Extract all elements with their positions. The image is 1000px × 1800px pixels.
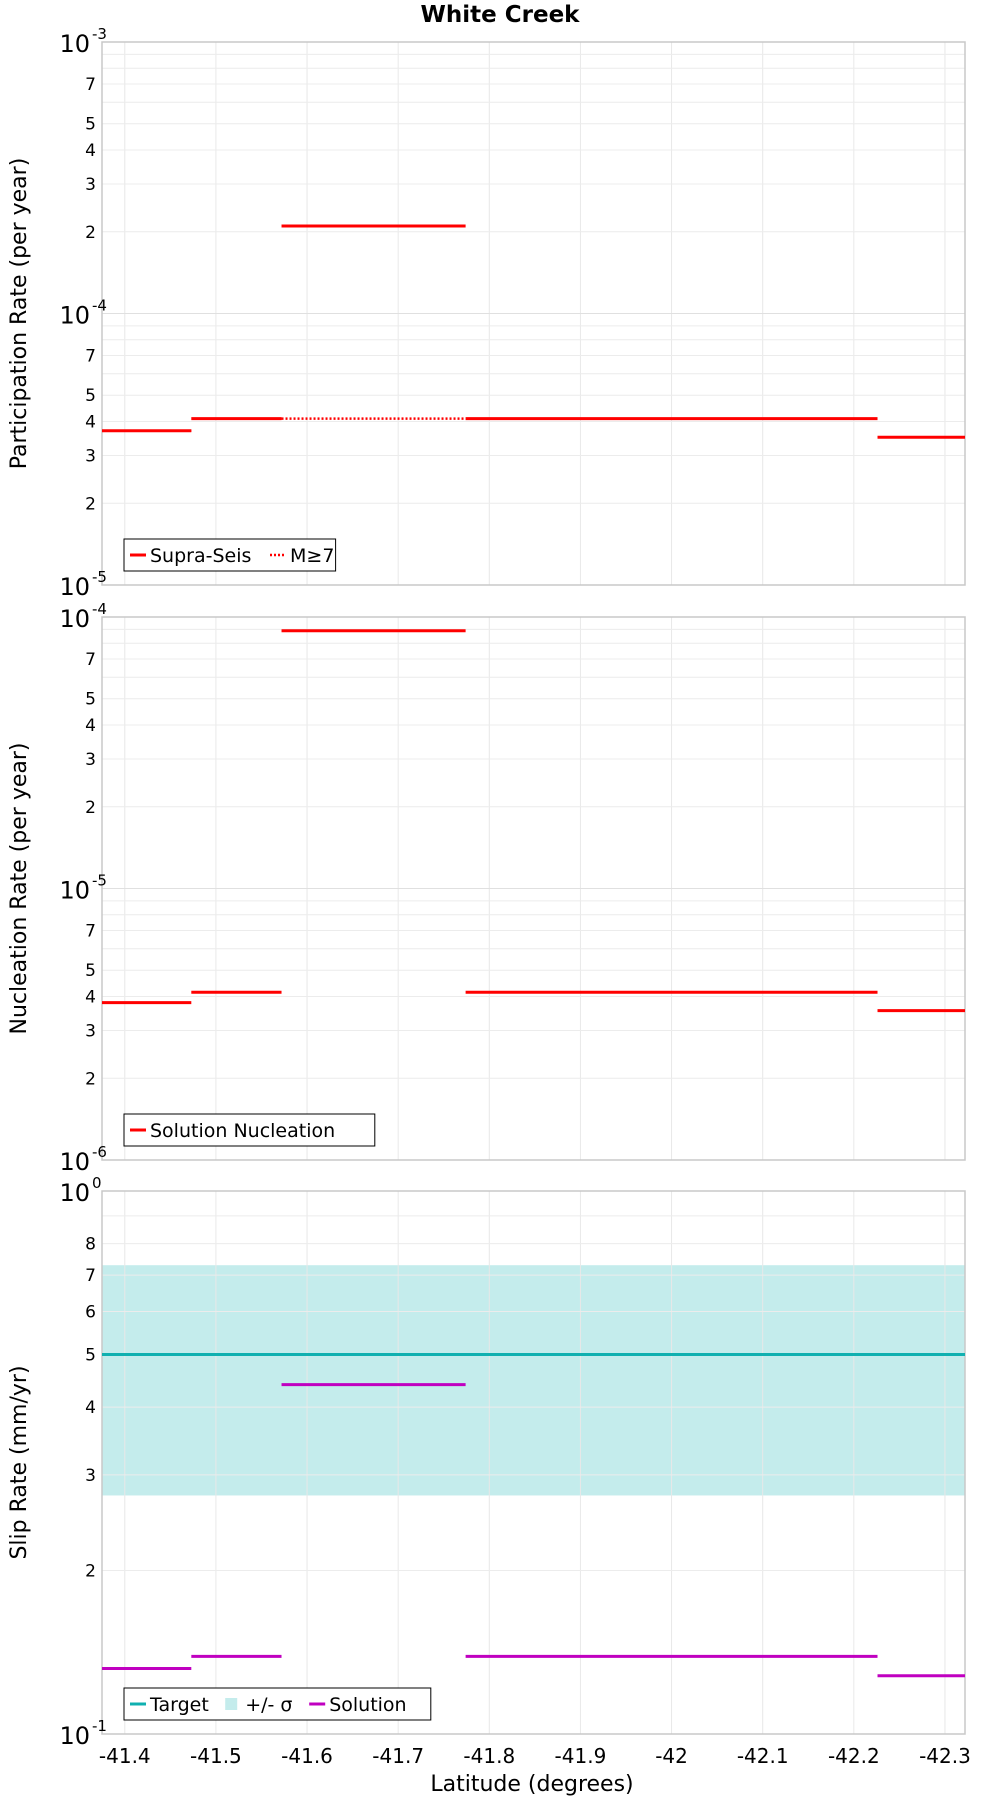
- y-tick-label: 3: [85, 1021, 96, 1041]
- y-tick-label: 8: [85, 1235, 96, 1255]
- y-tick-label: 4: [85, 988, 96, 1008]
- y-tick-label: 2: [85, 494, 96, 514]
- y-tick-label: 2: [85, 223, 96, 243]
- x-tick-label: -42.1: [737, 1744, 789, 1768]
- legend-label: Solution Nucleation: [150, 1120, 335, 1142]
- y-decade-label: 10: [59, 302, 90, 330]
- legend-label: M≥7: [290, 545, 334, 567]
- y-tick-label: 3: [85, 750, 96, 770]
- x-tick-label: -41.4: [99, 1744, 151, 1768]
- x-tick-label: -41.5: [190, 1744, 242, 1768]
- legend-box: [123, 1687, 432, 1721]
- legend: Target +/- σ Solution: [123, 1687, 432, 1721]
- x-tick-label: -42.3: [919, 1744, 971, 1768]
- y-tick-label: 5: [85, 386, 96, 406]
- y-tick-label: 4: [85, 1398, 96, 1418]
- series-supra-seis: [102, 224, 965, 439]
- y-tick-label: 6: [85, 1302, 96, 1322]
- x-tick-label: -42: [655, 1744, 688, 1768]
- y-tick-label: 3: [85, 446, 96, 466]
- y-tick-label: 3: [85, 175, 96, 195]
- series-solution: [102, 1383, 965, 1678]
- legend-label: +/- σ: [245, 1694, 292, 1716]
- series-m-7: [102, 417, 466, 432]
- chart-title: White Creek: [421, 2, 581, 28]
- y-decade-base: 10: [59, 573, 90, 601]
- y-axis-label: Nucleation Rate (per year): [7, 743, 32, 1035]
- x-tick-label: -41.9: [555, 1744, 607, 1768]
- x-tick-label: -41.6: [281, 1744, 333, 1768]
- legend-swatch: [225, 1698, 238, 1710]
- y-tick-label: 4: [85, 716, 96, 736]
- y-decade-exponent: 0: [92, 1174, 102, 1192]
- x-tick-label: -41.8: [463, 1744, 515, 1768]
- plot-frame: [101, 616, 966, 1161]
- y-decade-base: 10: [59, 30, 90, 58]
- y-decade-base: 10: [59, 1722, 90, 1750]
- sigma-band: [102, 1265, 965, 1496]
- y-decade-exponent: -5: [92, 872, 107, 890]
- y-decade-base: 10: [59, 877, 90, 905]
- y-tick-label: 5: [85, 1345, 96, 1365]
- y-decade-label: 10: [59, 877, 90, 905]
- y-decade-exponent: -1: [92, 1717, 107, 1735]
- legend: Solution Nucleation: [123, 1113, 376, 1147]
- y-tick-label: 4: [85, 413, 96, 433]
- x-tick-label: -41.7: [372, 1744, 424, 1768]
- legend-label: Supra-Seis: [150, 545, 251, 567]
- series-solution-nucleation: [102, 629, 965, 1013]
- y-decade-exponent: -5: [92, 568, 107, 586]
- y-decade-label: 10: [59, 30, 90, 58]
- y-tick-label: 7: [85, 922, 96, 942]
- y-decade-base: 10: [59, 302, 90, 330]
- y-decade-base: 10: [59, 1148, 90, 1176]
- plot-frame: [101, 41, 966, 586]
- y-tick-label: 2: [85, 1069, 96, 1089]
- y-tick-label: 7: [85, 75, 96, 95]
- y-tick-label: 5: [85, 115, 96, 135]
- legend: Supra-Seis M≥7: [123, 538, 337, 572]
- y-decade-label: 10: [59, 605, 90, 633]
- y-axis-label: Slip Rate (mm/yr): [7, 1365, 32, 1559]
- y-tick-label: 4: [85, 141, 96, 161]
- y-decade-exponent: -4: [92, 297, 107, 315]
- grid: [102, 616, 965, 1161]
- y-tick-label: 2: [85, 1562, 96, 1582]
- legend-box: [123, 538, 337, 572]
- y-decade-label: 10: [59, 1722, 90, 1750]
- y-axis-label: Participation Rate (per year): [7, 158, 32, 470]
- y-tick-label: 3: [85, 1466, 96, 1486]
- legend-box: [123, 1113, 376, 1147]
- y-decade-label: 10: [59, 1148, 90, 1176]
- y-tick-label: 2: [85, 798, 96, 818]
- y-tick-label: 5: [85, 690, 96, 710]
- legend-label: Solution: [329, 1694, 406, 1716]
- y-tick-label: 5: [85, 961, 96, 981]
- y-decade-exponent: -4: [92, 600, 107, 618]
- y-decade-exponent: -6: [92, 1143, 107, 1161]
- y-decade-label: 10: [59, 1179, 90, 1207]
- y-decade-exponent: -3: [92, 25, 107, 43]
- y-decade-base: 10: [59, 1179, 90, 1207]
- plot-frame: [101, 1190, 966, 1735]
- x-axis-label: Latitude (degrees): [430, 1772, 633, 1797]
- y-tick-label: 7: [85, 1266, 96, 1286]
- legend-label: Target: [149, 1694, 209, 1716]
- x-tick-label: -42.2: [828, 1744, 880, 1768]
- grid: [102, 41, 965, 586]
- y-decade-base: 10: [59, 605, 90, 633]
- y-decade-label: 10: [59, 573, 90, 601]
- y-tick-label: 7: [85, 347, 96, 367]
- y-tick-label: 7: [85, 650, 96, 670]
